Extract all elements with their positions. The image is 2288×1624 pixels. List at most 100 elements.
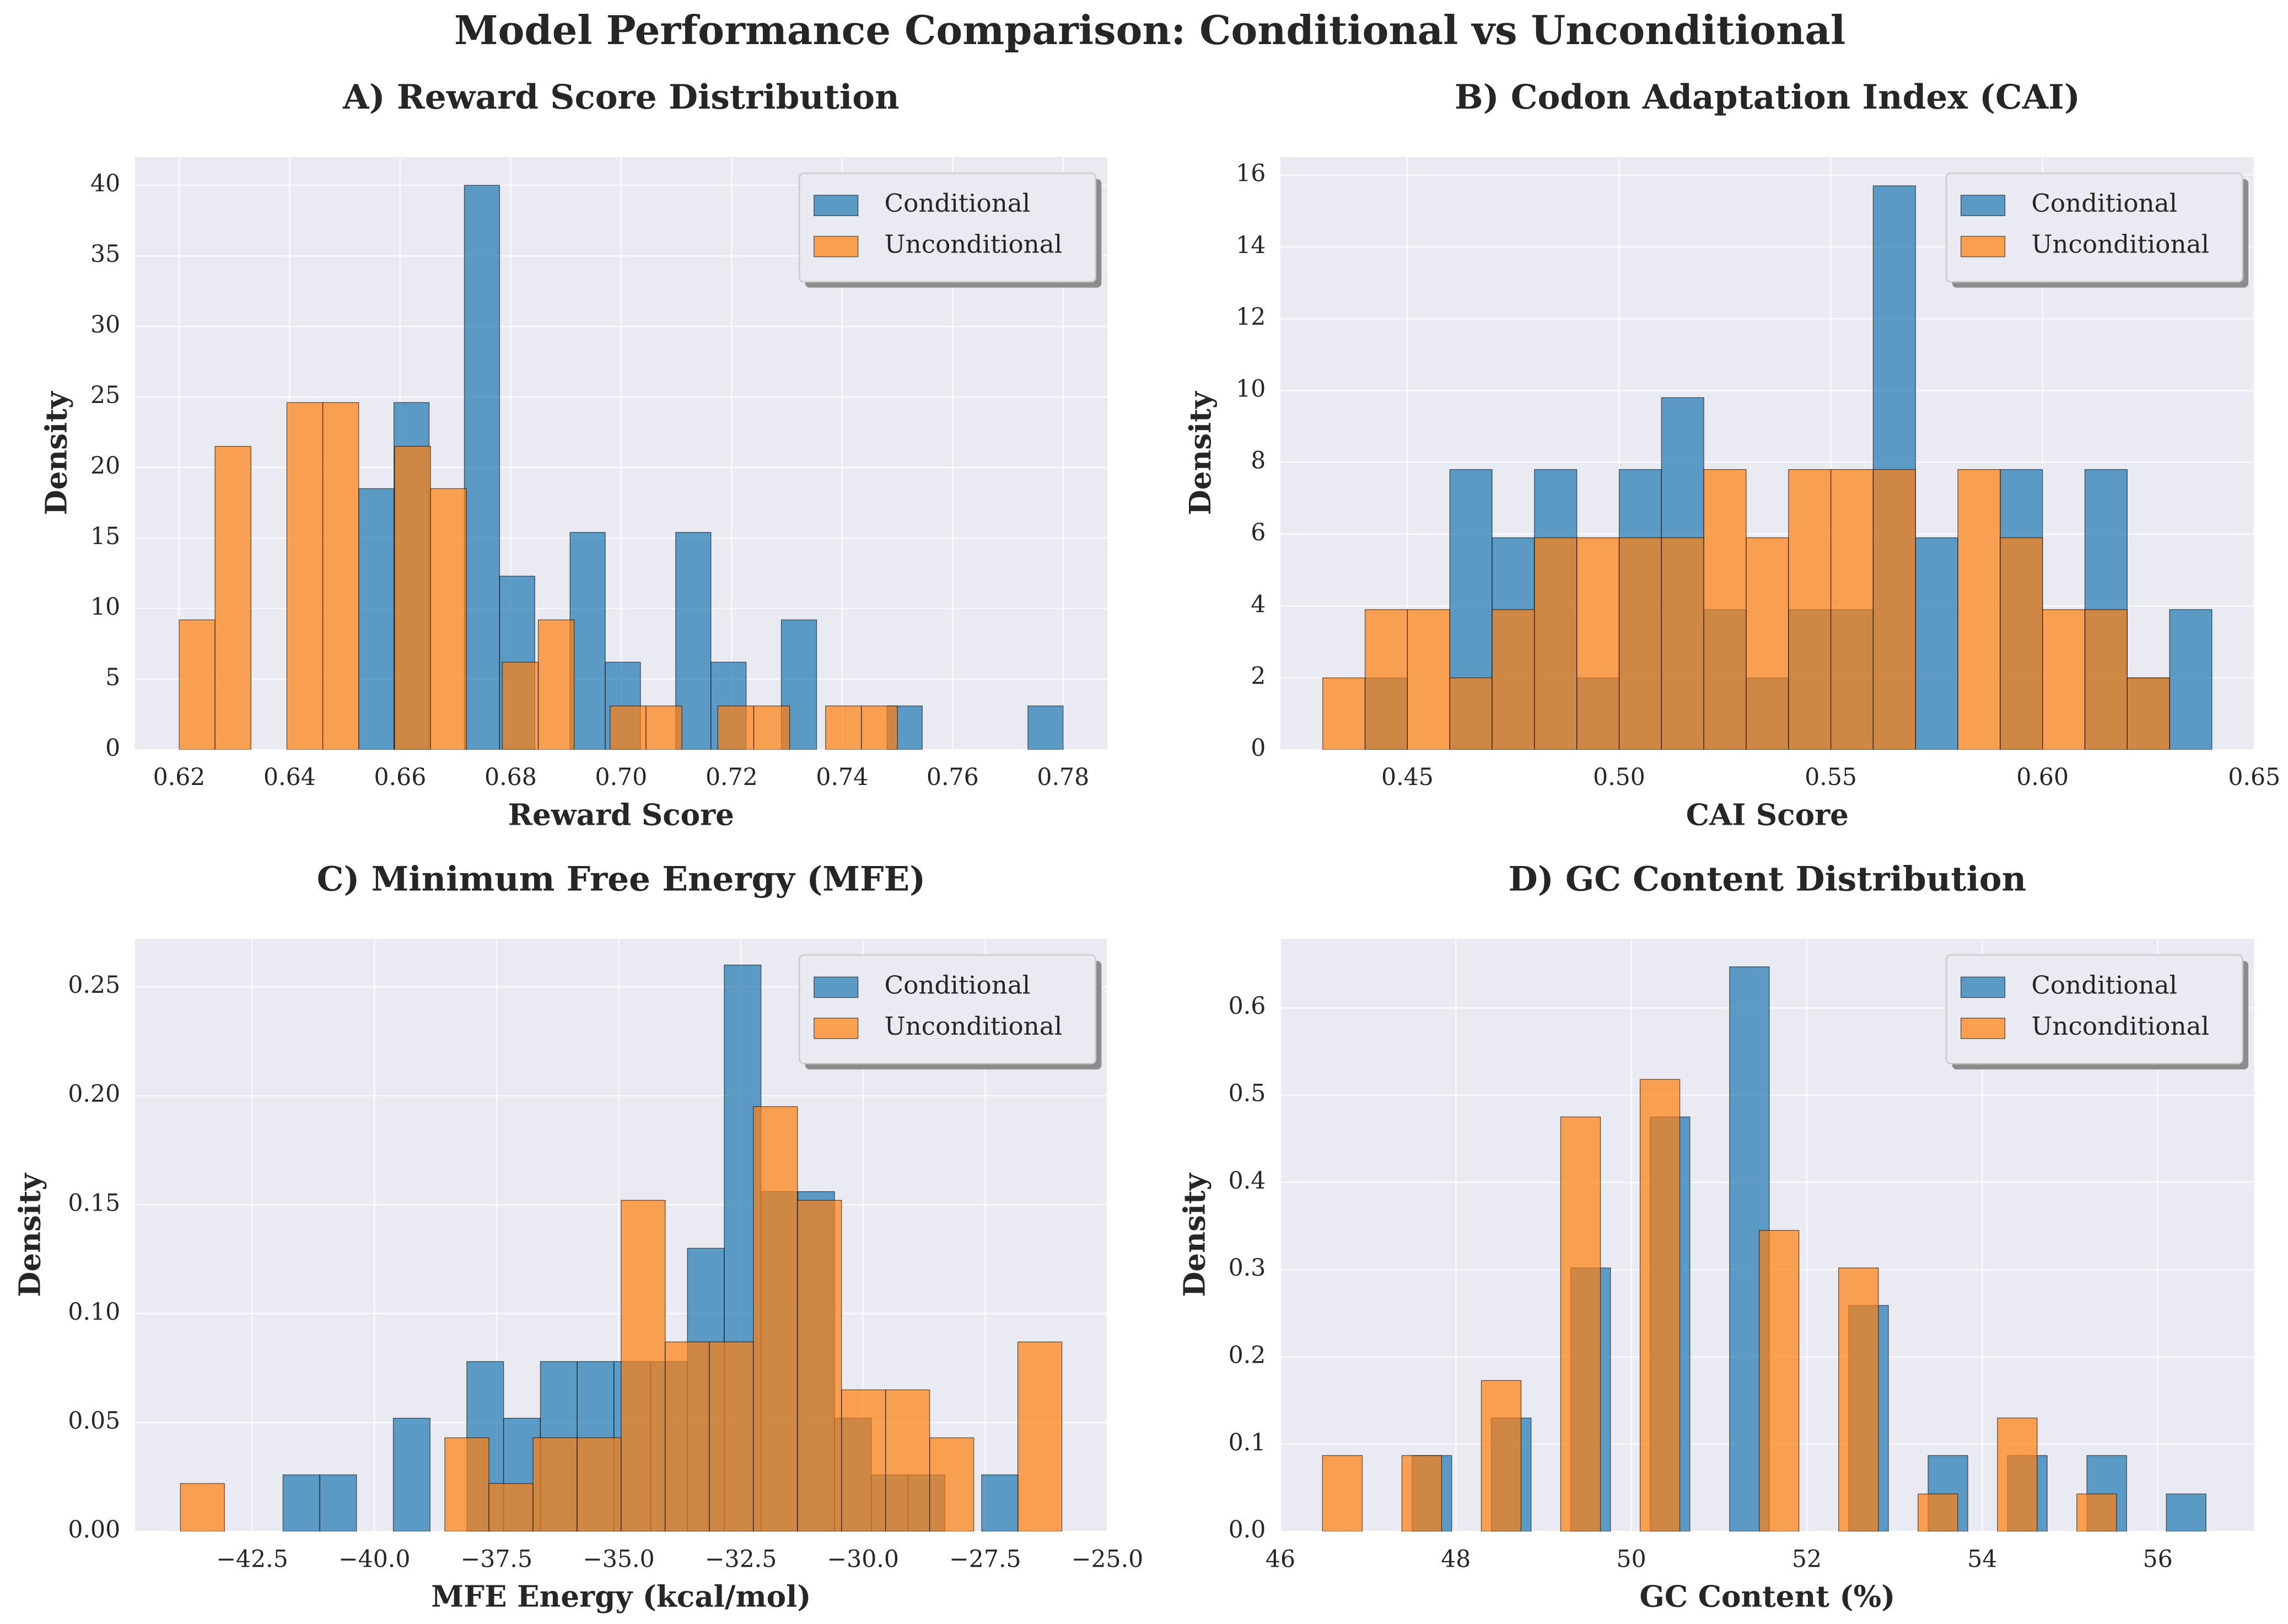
x-axis-label: Reward Score xyxy=(508,797,734,832)
y-tick-label: 0.05 xyxy=(68,1407,120,1435)
x-axis-label: GC Content (%) xyxy=(1639,1579,1895,1614)
histogram-bar xyxy=(319,1474,357,1532)
y-tick-label: 15 xyxy=(90,523,120,550)
x-tick-label: 0.55 xyxy=(1805,763,1857,791)
x-tick-label: 0.70 xyxy=(595,763,647,791)
histogram-bar xyxy=(532,1437,578,1532)
y-tick-label: 25 xyxy=(90,381,120,409)
histogram-bar xyxy=(1830,469,1874,750)
histogram-bar xyxy=(929,1437,975,1532)
x-tick-label: 0.65 xyxy=(2228,763,2280,791)
histogram-bar xyxy=(2042,609,2086,750)
legend-box xyxy=(1945,954,2243,1064)
y-tick-label: 0.20 xyxy=(68,1080,120,1108)
legend-box xyxy=(798,954,1097,1064)
histogram-bar xyxy=(665,1341,710,1532)
histogram-bar xyxy=(2084,609,2128,750)
y-tick-label: 0.3 xyxy=(1229,1254,1266,1282)
y-tick-label: 16 xyxy=(1236,159,1266,187)
legend-swatch xyxy=(814,235,859,257)
legend-swatch xyxy=(814,195,859,217)
histogram-bar xyxy=(394,445,431,750)
histogram-bar xyxy=(1322,1455,1363,1532)
legend-label: Unconditional xyxy=(2031,1012,2209,1041)
x-tick-label: 0.72 xyxy=(706,763,758,791)
y-tick-label: 0.4 xyxy=(1229,1167,1266,1195)
y-tick-label: 0.6 xyxy=(1229,992,1266,1020)
figure-title: Model Performance Comparison: Conditiona… xyxy=(454,7,1845,53)
histogram-bar xyxy=(2076,1493,2117,1532)
histogram-bar xyxy=(1872,469,1916,750)
histogram-bar xyxy=(610,705,647,750)
bars xyxy=(179,185,1064,750)
x-tick-label: 0.68 xyxy=(484,763,537,791)
x-tick-label: 0.78 xyxy=(1037,763,1089,791)
histogram-bar xyxy=(286,402,324,750)
histogram-bar xyxy=(537,619,575,750)
histogram-bar xyxy=(1703,469,1747,750)
legend-box xyxy=(1945,172,2243,283)
histogram-bar xyxy=(322,402,359,750)
y-tick-label: 0.10 xyxy=(68,1298,120,1326)
histogram-bar xyxy=(1492,609,1535,750)
histogram-bar xyxy=(1661,537,1704,750)
histogram-bar xyxy=(430,488,467,750)
legend-swatch xyxy=(1960,1018,2006,1039)
legend-swatch xyxy=(1960,976,2006,998)
x-tick-label: 54 xyxy=(1967,1545,1997,1573)
y-tick-label: 35 xyxy=(90,240,120,268)
y-tick-label: 14 xyxy=(1236,232,1266,259)
y-tick-label: 0.00 xyxy=(68,1516,120,1544)
legend-label: Conditional xyxy=(2031,970,2177,999)
y-tick-label: 10 xyxy=(1236,375,1266,402)
histogram-bar xyxy=(2000,537,2043,750)
histogram-bar xyxy=(621,1200,666,1532)
histogram-bar xyxy=(825,705,862,750)
histogram-bar xyxy=(1758,1230,1800,1532)
histogram-bar xyxy=(569,532,606,750)
chart-title: A) Reward Score Distribution xyxy=(342,78,899,117)
y-axis-label: Density xyxy=(1177,1172,1212,1297)
histogram-bar xyxy=(392,1417,430,1532)
x-tick-label: 56 xyxy=(2143,1545,2173,1573)
x-tick-label: −27.5 xyxy=(949,1545,1021,1573)
x-tick-label: −35.0 xyxy=(583,1545,654,1573)
y-axis-label: Density xyxy=(13,1172,47,1297)
y-tick-label: 10 xyxy=(90,593,120,621)
histogram-bar xyxy=(488,1483,534,1532)
x-tick-label: −30.0 xyxy=(827,1545,898,1573)
histogram-bar xyxy=(282,1474,320,1532)
y-tick-label: 0.1 xyxy=(1229,1429,1266,1456)
x-tick-label: 0.62 xyxy=(153,763,206,791)
histogram-bar xyxy=(1746,537,1789,750)
y-tick-label: 30 xyxy=(90,311,120,338)
histogram-bar xyxy=(358,488,395,750)
y-tick-label: 0.2 xyxy=(1229,1342,1266,1369)
histogram-bar xyxy=(709,1341,754,1532)
histogram-bar xyxy=(502,662,539,750)
legend-label: Conditional xyxy=(885,970,1031,999)
histogram-bar xyxy=(861,705,898,750)
histogram-bar xyxy=(1788,469,1832,750)
chart-title: C) Minimum Free Energy (MFE) xyxy=(317,859,925,899)
histogram-bar xyxy=(885,1389,930,1532)
y-tick-label: 0.5 xyxy=(1229,1080,1266,1107)
chart-title: B) Codon Adaptation Index (CAI) xyxy=(1455,78,2080,117)
panel: 0 2 4 6 8 10 12 14 16 0.45 0.50 0.55 0.60 0.65 B) Codo… xyxy=(1183,78,2280,832)
bars xyxy=(1322,185,2212,750)
y-axis-label: Density xyxy=(1183,390,1218,515)
chart-title: D) GC Content Distribution xyxy=(1509,859,2026,899)
legend-label: Unconditional xyxy=(2031,230,2209,259)
histogram-bar xyxy=(179,619,216,750)
panel: 0.0 0.1 0.2 0.3 0.4 0.5 0.6 46 48 50 52 54 56 D) GC C… xyxy=(1177,859,2254,1614)
histogram-bar xyxy=(1407,609,1450,750)
histogram-bar xyxy=(753,705,790,750)
histogram-bar xyxy=(1534,537,1578,750)
histogram-bar xyxy=(444,1437,489,1532)
histogram-bar xyxy=(2127,677,2170,750)
x-tick-label: 0.45 xyxy=(1381,763,1434,791)
histogram-bar xyxy=(981,1474,1019,1532)
histogram-bar xyxy=(214,445,251,750)
y-axis-label: Density xyxy=(39,390,74,515)
